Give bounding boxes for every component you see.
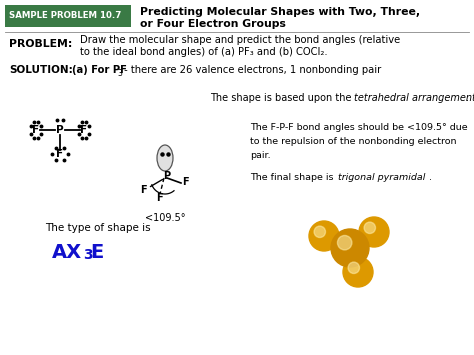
Text: - there are 26 valence electrons, 1 nonbonding pair: - there are 26 valence electrons, 1 nonb… — [121, 65, 381, 75]
Text: SAMPLE PROBLEM 10.7: SAMPLE PROBLEM 10.7 — [9, 11, 121, 21]
Circle shape — [331, 229, 369, 267]
Text: tetrahedral arrangement: tetrahedral arrangement — [354, 93, 474, 103]
Text: pair.: pair. — [250, 152, 271, 160]
Text: P: P — [164, 171, 171, 181]
Circle shape — [348, 262, 359, 273]
Text: F: F — [155, 193, 162, 203]
Text: The F-P-F bond angles should be <109.5° due: The F-P-F bond angles should be <109.5° … — [250, 124, 468, 132]
Text: to the ideal bond angles) of (a) PF₃ and (b) COCl₂.: to the ideal bond angles) of (a) PF₃ and… — [80, 47, 328, 57]
Text: 3: 3 — [117, 69, 122, 77]
Text: trigonal pyramidal: trigonal pyramidal — [338, 174, 425, 182]
Text: .: . — [466, 93, 469, 103]
Text: .: . — [429, 174, 432, 182]
Circle shape — [343, 257, 373, 287]
Text: (a) For PF: (a) For PF — [72, 65, 127, 75]
Text: or Four Electron Groups: or Four Electron Groups — [140, 19, 286, 29]
FancyBboxPatch shape — [5, 5, 131, 27]
Text: <109.5°: <109.5° — [145, 213, 185, 223]
Text: AX: AX — [52, 242, 82, 262]
Text: SOLUTION:: SOLUTION: — [9, 65, 73, 75]
Text: P: P — [56, 125, 64, 135]
Text: PROBLEM:: PROBLEM: — [9, 39, 73, 49]
Text: Draw the molecular shape and predict the bond angles (relative: Draw the molecular shape and predict the… — [80, 35, 400, 45]
Text: Predicting Molecular Shapes with Two, Three,: Predicting Molecular Shapes with Two, Th… — [140, 7, 420, 17]
Text: The shape is based upon the: The shape is based upon the — [210, 93, 355, 103]
Circle shape — [359, 217, 389, 247]
Circle shape — [337, 235, 352, 250]
Text: The type of shape is: The type of shape is — [45, 223, 151, 233]
Text: The final shape is: The final shape is — [250, 174, 337, 182]
Ellipse shape — [157, 145, 173, 171]
Text: 3: 3 — [83, 248, 92, 262]
Circle shape — [364, 222, 375, 234]
Text: F: F — [56, 149, 64, 159]
Circle shape — [309, 221, 339, 251]
Text: F: F — [81, 125, 88, 135]
Text: to the repulsion of the nonbonding electron: to the repulsion of the nonbonding elect… — [250, 137, 456, 147]
Circle shape — [314, 226, 326, 237]
Text: F: F — [182, 177, 188, 187]
Text: F: F — [140, 185, 146, 195]
Text: E: E — [90, 242, 103, 262]
Text: F: F — [32, 125, 39, 135]
